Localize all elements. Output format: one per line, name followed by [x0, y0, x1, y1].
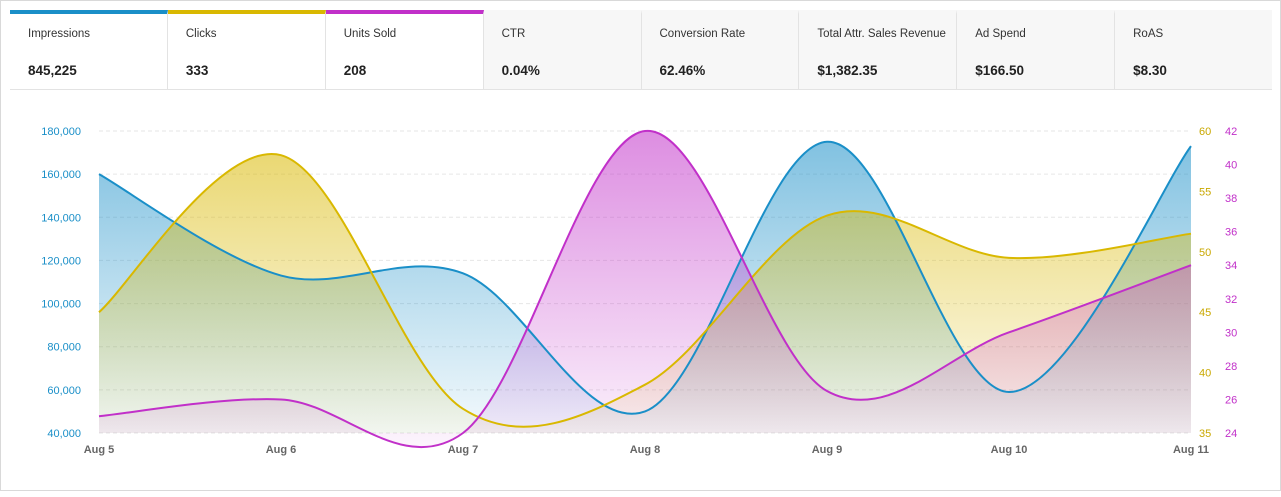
y-right2-tick-label: 36	[1225, 227, 1237, 239]
y-right1-tick-label: 40	[1199, 368, 1211, 380]
line-units-sold	[98, 129, 1192, 449]
metric-value: $166.50	[975, 63, 1025, 78]
y-left-tick-label: 140,000	[41, 212, 81, 224]
metric-label: Conversion Rate	[659, 28, 746, 40]
metric-tab-roas[interactable]: RoAS $8.30	[1115, 10, 1272, 89]
y-left-tick-label: 40,000	[47, 428, 81, 440]
y-axis-right1: 35 40 45 50 55 60	[1199, 126, 1211, 440]
metric-label: Clicks	[185, 28, 217, 40]
y-left-tick-label: 60,000	[47, 385, 81, 397]
metric-value: 845,225	[28, 63, 77, 78]
x-tick-label: Aug 7	[448, 444, 479, 456]
metric-tab-impressions[interactable]: Impressions 845,225	[10, 10, 168, 89]
metric-label: Total Attr. Sales Revenue	[817, 28, 946, 40]
series-areas	[99, 130, 1191, 448]
metric-tabs: Impressions 845,225 Clicks 333 Units Sold 208…	[10, 10, 1272, 90]
metric-tab-total-attr-sales-revenue[interactable]: Total Attr. Sales Revenue $1,382.35	[799, 10, 958, 89]
metric-value: 62.46%	[659, 63, 706, 78]
metric-label: RoAS	[1133, 28, 1164, 40]
y-left-tick-label: 180,000	[41, 126, 81, 138]
metric-tab-clicks[interactable]: Clicks 333	[167, 10, 326, 89]
y-right2-tick-label: 24	[1225, 428, 1237, 440]
metric-value: 333	[185, 63, 209, 78]
metric-value: 208	[343, 63, 367, 78]
performance-chart: 40,000 60,000 80,000 100,000 120,000 140,000 1…	[41, 126, 1237, 456]
metric-tab-ad-spend[interactable]: Ad Spend $166.50	[957, 10, 1116, 89]
metric-tab-conversion-rate[interactable]: Conversion Rate 62.46%	[642, 10, 800, 89]
x-tick-label: Aug 5	[84, 444, 115, 456]
metric-label: Ad Spend	[975, 28, 1026, 40]
y-right2-tick-label: 32	[1225, 294, 1237, 306]
metric-label: Units Sold	[343, 28, 397, 40]
metric-value: $1,382.35	[817, 63, 878, 78]
metric-value: 0.04%	[501, 63, 540, 78]
metric-value: $8.30	[1133, 63, 1167, 78]
series-lines	[98, 129, 1192, 449]
metric-tab-ctr[interactable]: CTR 0.04%	[484, 10, 642, 89]
y-right1-tick-label: 45	[1199, 307, 1211, 319]
y-right1-tick-label: 60	[1199, 126, 1211, 138]
x-tick-label: Aug 8	[630, 444, 661, 456]
y-right1-tick-label: 35	[1199, 428, 1211, 440]
y-axis-right2: 24 26 28 30 32 34 36 38 40 42	[1225, 126, 1237, 440]
y-right1-tick-label: 55	[1199, 186, 1211, 198]
area-clicks	[99, 153, 1191, 433]
x-tick-label: Aug 6	[266, 444, 297, 456]
metric-label: Impressions	[28, 28, 90, 40]
y-right1-tick-label: 50	[1199, 247, 1211, 259]
chart-area: 40,000 60,000 80,000 100,000 120,000 140,000 1…	[1, 89, 1281, 492]
x-tick-label: Aug 9	[812, 444, 843, 456]
x-tick-label: Aug 10	[991, 444, 1028, 456]
y-left-tick-label: 100,000	[41, 299, 81, 311]
y-right2-tick-label: 28	[1225, 361, 1237, 373]
y-left-tick-label: 80,000	[47, 342, 81, 354]
metric-tab-units-sold[interactable]: Units Sold 208	[325, 10, 484, 89]
y-right2-tick-label: 30	[1225, 327, 1237, 339]
y-right2-tick-label: 34	[1225, 260, 1237, 272]
x-axis: Aug 5 Aug 6 Aug 7 Aug 8 Aug 9 Aug 10 Aug 11	[84, 444, 1209, 456]
y-right2-tick-label: 38	[1225, 193, 1237, 205]
y-axis-left: 40,000 60,000 80,000 100,000 120,000 140,000 1…	[41, 126, 81, 440]
area-units-sold	[99, 130, 1191, 448]
line-impressions	[98, 140, 1192, 415]
y-left-tick-label: 160,000	[41, 169, 81, 181]
metric-label: CTR	[501, 28, 526, 40]
y-left-tick-label: 120,000	[41, 255, 81, 267]
x-tick-label: Aug 11	[1173, 444, 1209, 456]
y-right2-tick-label: 26	[1225, 394, 1237, 406]
line-clicks	[98, 152, 1192, 428]
y-right2-tick-label: 42	[1225, 126, 1237, 138]
y-right2-tick-label: 40	[1225, 160, 1237, 172]
